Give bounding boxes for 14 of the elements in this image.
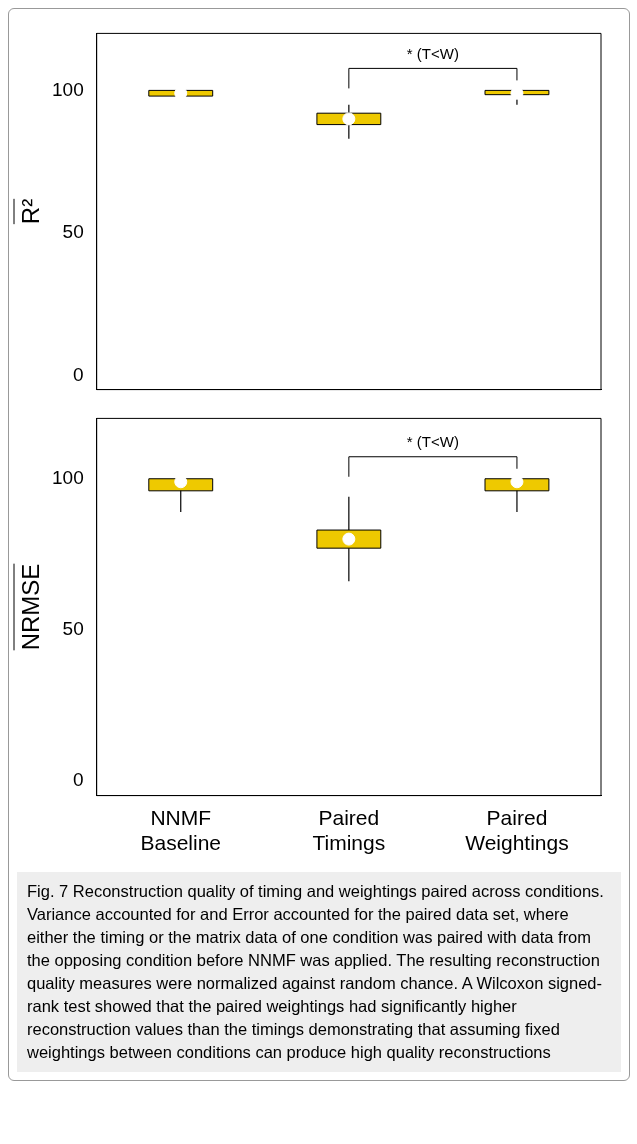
x-tick-label: Paired Weightings xyxy=(465,806,569,855)
x-tick-label: NNMF Baseline xyxy=(140,806,222,855)
y-tick-label: 100 xyxy=(52,466,84,488)
annotation: * (T<W) xyxy=(406,45,459,63)
x-tick-label: Paired Timings xyxy=(312,806,386,855)
y-tick-label: 0 xyxy=(73,768,84,790)
y-axis-title: NRMSE xyxy=(17,563,44,651)
y-tick-label: 50 xyxy=(62,617,84,639)
y-tick-label: 0 xyxy=(73,363,84,385)
y-axis-title: R² xyxy=(17,198,44,225)
caption: Fig. 7 Reconstruction quality of timing and weightings paired across conditions. Variance accounted for and Error accounted for the paired data set, where either the timing or the matrix data of one condition was paired with data from the opposing condition before NNMF was applied. The resulting reconstruction quality measures were normalized against random chance. A Wilcoxon signed-rank test showed that the paired weightings had significantly higher reconstruction values than the timings demonstrating that assuming fixed weightings between conditions can produce high quality reconstructions xyxy=(27,881,605,1063)
y-tick-label: 50 xyxy=(62,221,84,243)
y-tick-label: 100 xyxy=(52,78,84,100)
annotation: * (T<W) xyxy=(406,433,459,451)
